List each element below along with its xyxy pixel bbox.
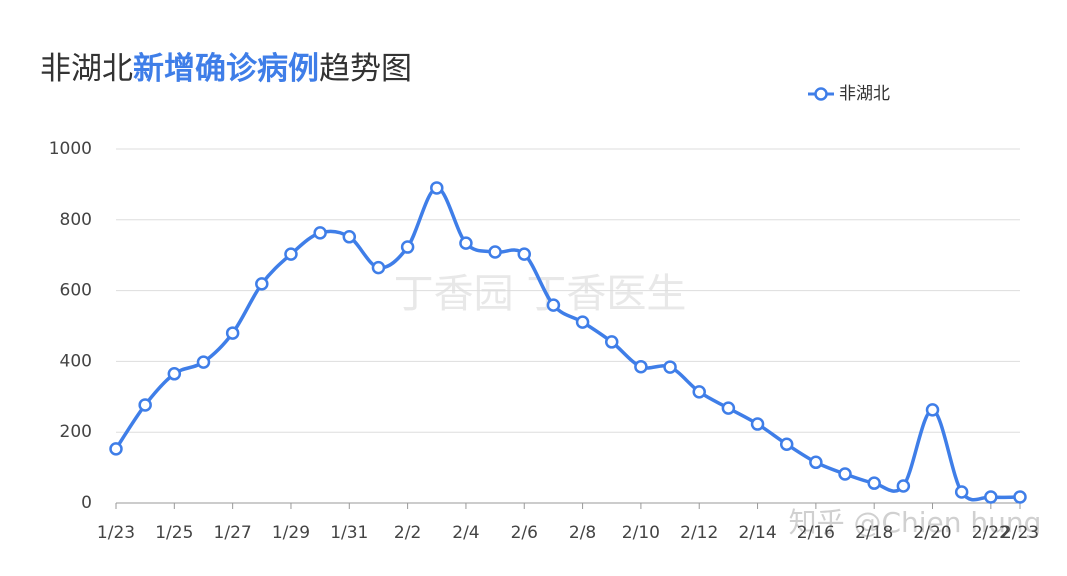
point [459, 236, 473, 250]
title-part: 趋势图 [319, 51, 412, 87]
point [400, 240, 415, 254]
legend-label: 非湖北 [839, 84, 890, 104]
watermark: 知乎 @Chien hung [789, 506, 1042, 539]
point [867, 476, 881, 490]
x-tick-label: 2/22 [972, 523, 1010, 543]
point [838, 467, 852, 481]
y-tick-label: 0 [81, 493, 92, 513]
x-tick-label: 1/31 [330, 523, 368, 543]
x-tick-label: 2/23 [1001, 523, 1039, 543]
point [488, 245, 502, 259]
y-tick-label: 600 [60, 281, 92, 301]
chart-title: 非湖北新增确诊病例趋势图 [40, 51, 412, 87]
y-tick-label: 400 [60, 351, 92, 371]
point [954, 485, 969, 499]
x-tick-label: 1/29 [272, 523, 310, 543]
x-tick-label: 2/14 [738, 523, 776, 543]
point [692, 385, 706, 399]
x-tick-label: 2/4 [452, 523, 479, 543]
title-part: 非湖北 [40, 51, 133, 87]
x-tick-label: 2/8 [569, 523, 596, 543]
point [313, 226, 327, 240]
y-tick-label: 800 [60, 210, 92, 230]
x-tick-label: 2/18 [855, 523, 893, 543]
x-tick-label: 1/23 [97, 523, 135, 543]
x-tick-label: 2/12 [680, 523, 718, 543]
legend-item: 非湖北 [808, 84, 890, 104]
x-tick-label: 2/6 [511, 523, 538, 543]
point [342, 230, 357, 244]
point [925, 403, 940, 417]
point [109, 442, 123, 456]
point [575, 315, 590, 329]
title-part: 新增确诊病例 [133, 51, 319, 87]
x-tick-label: 2/2 [394, 523, 421, 543]
point [284, 247, 298, 261]
point [167, 367, 182, 381]
y-tick-label: 1000 [49, 139, 92, 159]
point [1013, 490, 1027, 504]
y-tick-label: 200 [60, 422, 92, 442]
x-tick-label: 1/27 [214, 523, 252, 543]
point [138, 398, 152, 412]
point [721, 401, 736, 415]
legend-marker [814, 87, 828, 101]
line [114, 186, 1021, 502]
point [634, 359, 648, 374]
point [809, 455, 823, 470]
x-tick-label: 2/16 [797, 523, 835, 543]
point [371, 260, 386, 275]
point [196, 355, 211, 369]
point [430, 181, 444, 195]
point [896, 479, 911, 493]
point [750, 417, 765, 431]
point [604, 335, 619, 349]
x-tick-label: 2/20 [913, 523, 951, 543]
point [255, 277, 269, 291]
point [779, 437, 794, 451]
point [663, 360, 677, 374]
x-tick-label: 2/10 [622, 523, 660, 543]
point [984, 490, 998, 504]
point [546, 298, 561, 312]
x-tick-label: 1/25 [155, 523, 193, 543]
point [517, 247, 532, 261]
point [225, 326, 240, 340]
